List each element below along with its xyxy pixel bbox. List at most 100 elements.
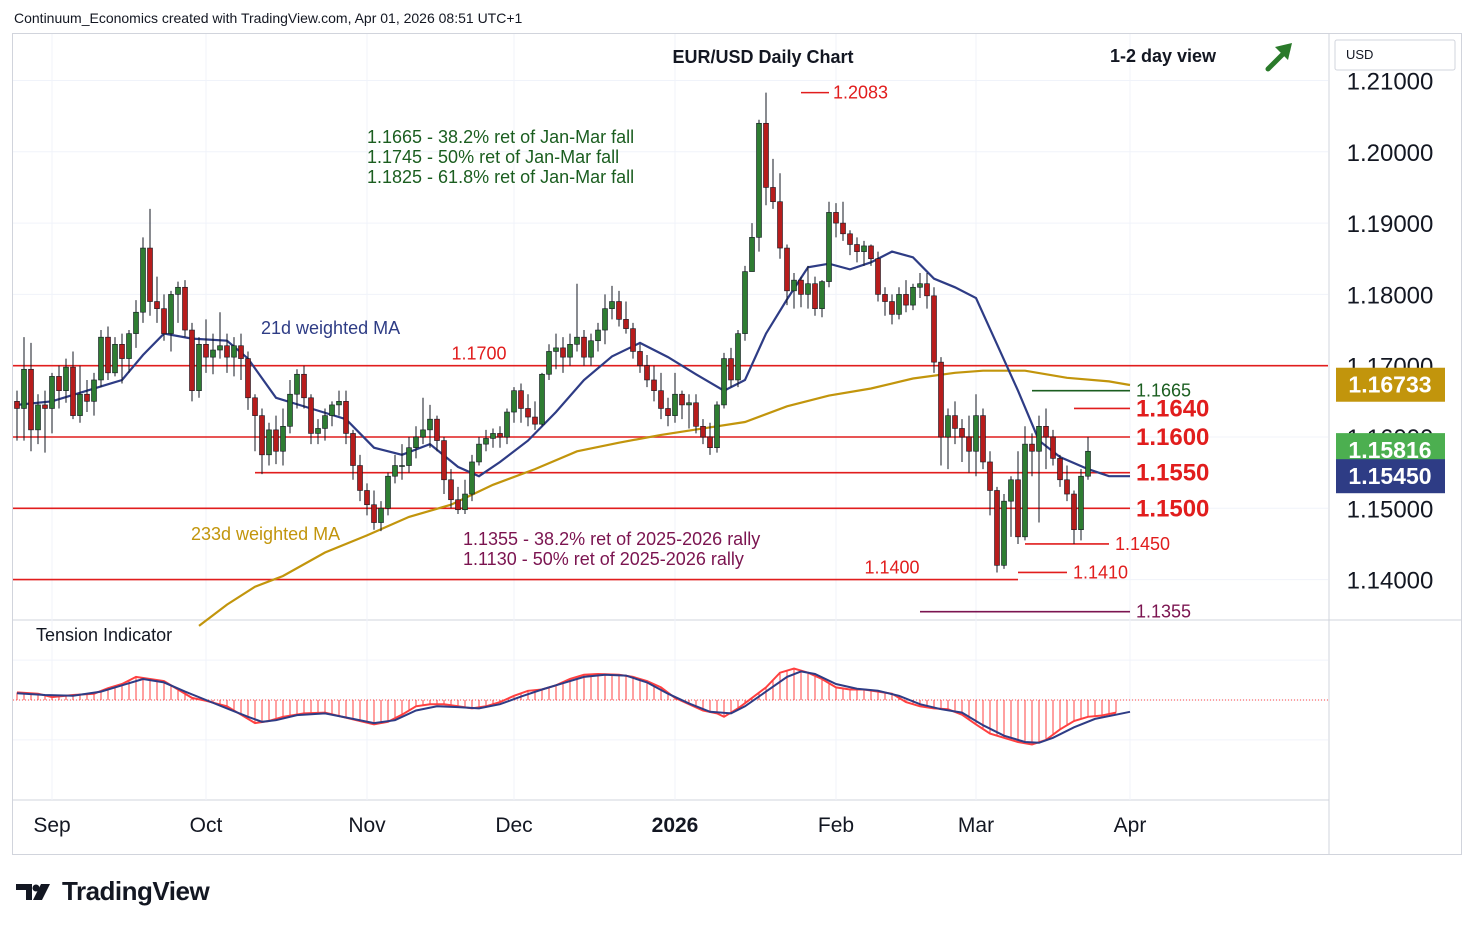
candle-body [637, 351, 643, 367]
candle-body [749, 237, 755, 272]
candle-body [1050, 436, 1056, 459]
candle [525, 394, 531, 427]
price-badge-label: 1.15450 [1348, 463, 1431, 489]
candle-body [581, 336, 587, 358]
candle-body [525, 408, 531, 418]
candle-body [539, 373, 545, 425]
candle [623, 301, 629, 334]
tension-signal-line [16, 670, 1131, 744]
currency-label: USD [1346, 47, 1373, 62]
candle [476, 437, 482, 466]
candle [154, 276, 160, 323]
candle-body [721, 358, 727, 406]
candle-body [343, 401, 349, 434]
candle [329, 401, 335, 427]
x-tick-label: Dec [495, 814, 532, 837]
candle-body [819, 281, 825, 309]
candle-body [112, 344, 118, 374]
chart-title: EUR/USD Daily Chart [672, 47, 853, 67]
candle [203, 319, 209, 373]
candle [238, 333, 244, 380]
candle-body [378, 507, 384, 523]
candle-body [882, 294, 888, 302]
candle-body [763, 122, 769, 188]
candle [1015, 451, 1021, 544]
candle-body [679, 393, 685, 406]
candle [112, 337, 118, 377]
tradingview-logo-text: TradingView [62, 876, 210, 906]
candle [714, 401, 720, 453]
candle [308, 394, 314, 445]
candle [315, 419, 321, 445]
candle-body [98, 336, 104, 381]
candle [854, 237, 860, 263]
candle [1029, 433, 1035, 477]
candle [700, 419, 706, 445]
candle-body [140, 247, 146, 313]
candle-body [588, 340, 594, 358]
candle-body [413, 436, 419, 448]
candle-body [259, 415, 265, 456]
candle [77, 365, 83, 423]
candle [161, 294, 167, 341]
candle-body [154, 301, 160, 309]
candle-body [308, 397, 314, 434]
candle [511, 387, 517, 423]
candle-body [322, 415, 328, 429]
tradingview-logo[interactable]: TradingView [14, 876, 210, 907]
candle-body [385, 475, 391, 509]
candle-body [861, 245, 867, 252]
candle-body [504, 411, 510, 438]
candle-body [1036, 426, 1042, 452]
x-tick-label: Apr [1114, 814, 1147, 837]
candle-body [560, 347, 566, 358]
candle-body [287, 393, 293, 427]
candle [910, 283, 916, 311]
candle [406, 437, 412, 473]
candle-body [420, 429, 426, 438]
candle [266, 422, 272, 466]
candle-body [469, 461, 475, 495]
candle [287, 379, 293, 434]
candle [826, 201, 832, 288]
candle-body [168, 294, 174, 334]
candle [553, 333, 559, 370]
candle-body [455, 499, 461, 511]
candle [616, 290, 622, 327]
candle [434, 415, 440, 452]
candle [651, 365, 657, 402]
candle-body [966, 436, 972, 452]
candle-body [161, 308, 167, 334]
price-badge-label: 1.15816 [1348, 437, 1431, 463]
x-tick-label: Mar [958, 814, 994, 837]
candle-body [931, 295, 937, 363]
candle-body [245, 358, 251, 399]
candle-body [987, 461, 993, 491]
candle [791, 273, 797, 309]
ma21-layer [16, 250, 1130, 478]
candle-body [791, 279, 797, 292]
candle [1050, 429, 1056, 466]
candle-body [1085, 450, 1091, 477]
candle-body [203, 344, 209, 358]
candle-body [945, 415, 951, 438]
candle [749, 223, 755, 272]
x-tick-label: Feb [818, 814, 854, 837]
candle [497, 426, 503, 448]
chart-attribution: Continuum_Economics created with Trading… [14, 10, 523, 26]
candle-body [70, 366, 76, 416]
tension-grid [13, 659, 1328, 741]
candle [294, 369, 300, 409]
time-axis: Sep Oct Nov Dec 2026 Feb Mar Apr [33, 814, 1146, 837]
candle-body [770, 187, 776, 203]
currency-box [1334, 39, 1456, 71]
candles [14, 92, 1091, 573]
candle [952, 401, 958, 445]
candle [1036, 415, 1042, 523]
candle-body [728, 358, 734, 381]
candle-body [490, 433, 496, 439]
candle-body [350, 433, 356, 466]
candle-body [854, 244, 860, 252]
candle-body [119, 344, 125, 359]
